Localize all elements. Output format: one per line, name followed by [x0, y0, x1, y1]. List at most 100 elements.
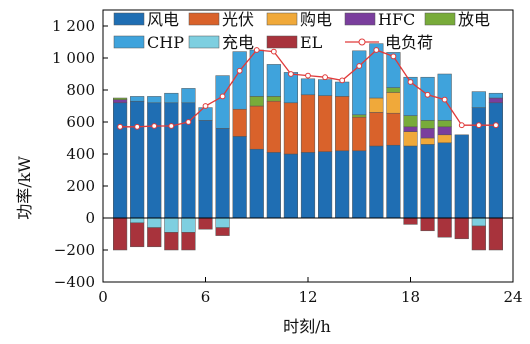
bar-segment-0-hour-10 [266, 152, 281, 219]
bar-segment-1-hour-16 [369, 112, 384, 147]
load-point-hour-12 [305, 72, 311, 79]
bar-segment-7-hour-2 [130, 222, 145, 248]
load-point-hour-15 [356, 63, 363, 69]
x-tick-label: 24 [503, 288, 522, 306]
load-point-hour-22 [475, 122, 482, 129]
bar-segment-5-hour-14 [335, 81, 350, 97]
bar-segment-5-hour-5 [181, 88, 196, 104]
bar-segment-4-hour-10 [266, 96, 281, 102]
load-point-hour-3 [151, 123, 158, 129]
bar-segment-5-hour-12 [300, 78, 316, 96]
x-tick-label: 12 [298, 288, 317, 306]
bar-segment-7-hour-4 [164, 232, 179, 251]
y-tick-label: 0 [85, 209, 95, 227]
load-point-hour-8 [236, 67, 243, 74]
bar-segment-0-hour-20 [437, 142, 452, 219]
bar-segment-0-hour-18 [403, 145, 418, 219]
bar-segment-5-hour-15 [352, 50, 367, 116]
y-tick-label: −200 [54, 241, 95, 259]
bar-segment-5-hour-7 [215, 75, 230, 129]
bar-segment-3-hour-1 [113, 99, 128, 104]
bar-segment-4-hour-18 [403, 115, 418, 128]
load-point-hour-4 [168, 123, 175, 129]
load-point-hour-23 [493, 122, 499, 129]
bar-segment-5-hour-9 [249, 49, 264, 97]
bar-segment-0-hour-6 [198, 120, 213, 219]
bar-segment-7-hour-21 [454, 217, 469, 240]
y-tick-label: 1 000 [52, 49, 95, 67]
legend-swatch [266, 12, 298, 26]
bar-segment-4-hour-9 [249, 96, 264, 107]
bar-segment-1-hour-15 [352, 116, 367, 152]
load-point-hour-2 [134, 123, 141, 130]
bar-segment-0-hour-17 [386, 144, 401, 219]
y-axis-label: 功率/kW [15, 156, 34, 220]
bar-segment-0-hour-23 [488, 102, 504, 219]
y-tick-label: 400 [66, 145, 95, 163]
bar-segment-7-hour-23 [488, 217, 504, 251]
x-tick-label: 0 [98, 288, 108, 306]
bar-segment-1-hour-14 [335, 96, 350, 152]
legend-label: HFC [378, 10, 415, 29]
load-point-hour-16 [373, 47, 380, 53]
bar-segment-3-hour-20 [437, 126, 452, 136]
bar-segment-4-hour-15 [352, 114, 367, 118]
load-point-hour-7 [219, 93, 226, 100]
legend-label: 电负荷 [385, 33, 433, 52]
bar-segment-0-hour-14 [335, 150, 350, 219]
bar-segment-0-hour-3 [147, 102, 162, 219]
legend-line-marker [358, 38, 366, 46]
y-tick-label: 1 200 [52, 17, 95, 35]
bar-segment-0-hour-8 [232, 136, 247, 219]
legend-label: 放电 [458, 10, 490, 29]
bar-segment-3-hour-23 [488, 97, 504, 104]
load-point-hour-10 [270, 48, 277, 55]
bar-segment-6-hour-3 [147, 217, 162, 228]
load-line [117, 47, 499, 130]
bar-segment-0-hour-19 [420, 144, 435, 219]
bar-segment-1-hour-17 [386, 112, 401, 146]
bar-segment-7-hour-22 [471, 225, 486, 251]
bar-segment-5-hour-6 [198, 107, 213, 121]
bar-segment-0-hour-12 [300, 152, 316, 219]
bar-segment-5-hour-22 [471, 91, 486, 108]
load-point-hour-13 [322, 74, 328, 81]
bar-segment-1-hour-11 [283, 102, 299, 155]
legend-swatch [188, 12, 220, 26]
y-tick-label: −400 [54, 273, 95, 291]
bar-segment-5-hour-18 [403, 76, 418, 116]
legend-label: 充电 [222, 33, 254, 52]
legend-swatch [113, 12, 145, 26]
legend-swatch [344, 12, 376, 26]
bar-segment-0-hour-13 [318, 151, 333, 219]
bar-segment-5-hour-13 [318, 79, 333, 96]
bar-segment-1-hour-9 [249, 105, 264, 150]
y-tick-label: 600 [66, 113, 95, 131]
legend-label: 风电 [147, 10, 179, 29]
bar-segment-1-hour-10 [266, 100, 281, 153]
bar-segment-6-hour-5 [181, 217, 196, 233]
bar-segment-7-hour-18 [403, 217, 418, 225]
bar-segment-5-hour-2 [130, 96, 145, 102]
load-point-hour-11 [288, 71, 294, 77]
bar-segment-0-hour-9 [249, 148, 264, 219]
bar-segment-5-hour-11 [283, 72, 299, 104]
bar-segment-7-hour-20 [437, 217, 452, 238]
load-point-hour-1 [117, 123, 123, 130]
legend-label: CHP [147, 33, 184, 52]
bar-segment-0-hour-11 [283, 153, 299, 219]
load-point-hour-21 [458, 122, 465, 129]
y-axis-ticks: −400 −200 0 200 400 600 800 1 000 1 200 [52, 17, 108, 291]
bar-segment-7-hour-7 [215, 227, 230, 236]
legend-label: 光伏 [222, 10, 254, 29]
bar-segment-1-hour-8 [232, 108, 247, 137]
load-point-hour-6 [202, 103, 209, 109]
bar-segment-0-hour-2 [130, 100, 145, 219]
bar-segment-0-hour-7 [215, 128, 230, 219]
legend-label: 购电 [300, 10, 332, 29]
bar-segment-5-hour-23 [488, 92, 504, 99]
bar-segment-2-hour-16 [369, 97, 384, 113]
x-tick-label: 6 [201, 288, 211, 306]
